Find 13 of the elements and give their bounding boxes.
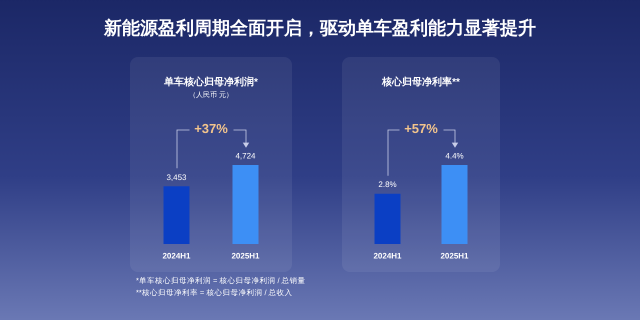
data-label: 3,453 <box>166 172 188 182</box>
data-label: 2.8% <box>378 180 397 190</box>
data-label: 4.4% <box>445 152 464 160</box>
chart-title: 单车核心归母净利润* <box>163 75 259 89</box>
x-tick-label: 2024H1 <box>373 252 402 260</box>
x-tick-label: 2025H1 <box>440 252 470 260</box>
x-tick-label: 2025H1 <box>231 252 260 260</box>
data-label: 4,724 <box>235 152 256 160</box>
text: +37% <box>193 121 229 136</box>
text: +57% <box>403 121 439 136</box>
text: 新能源盈利周期全面开启，驱动单车盈利能力显著提升 <box>102 17 537 40</box>
chart-title: 核心归母净利率** <box>380 75 461 89</box>
x-tick-label: 2024H1 <box>162 252 192 260</box>
